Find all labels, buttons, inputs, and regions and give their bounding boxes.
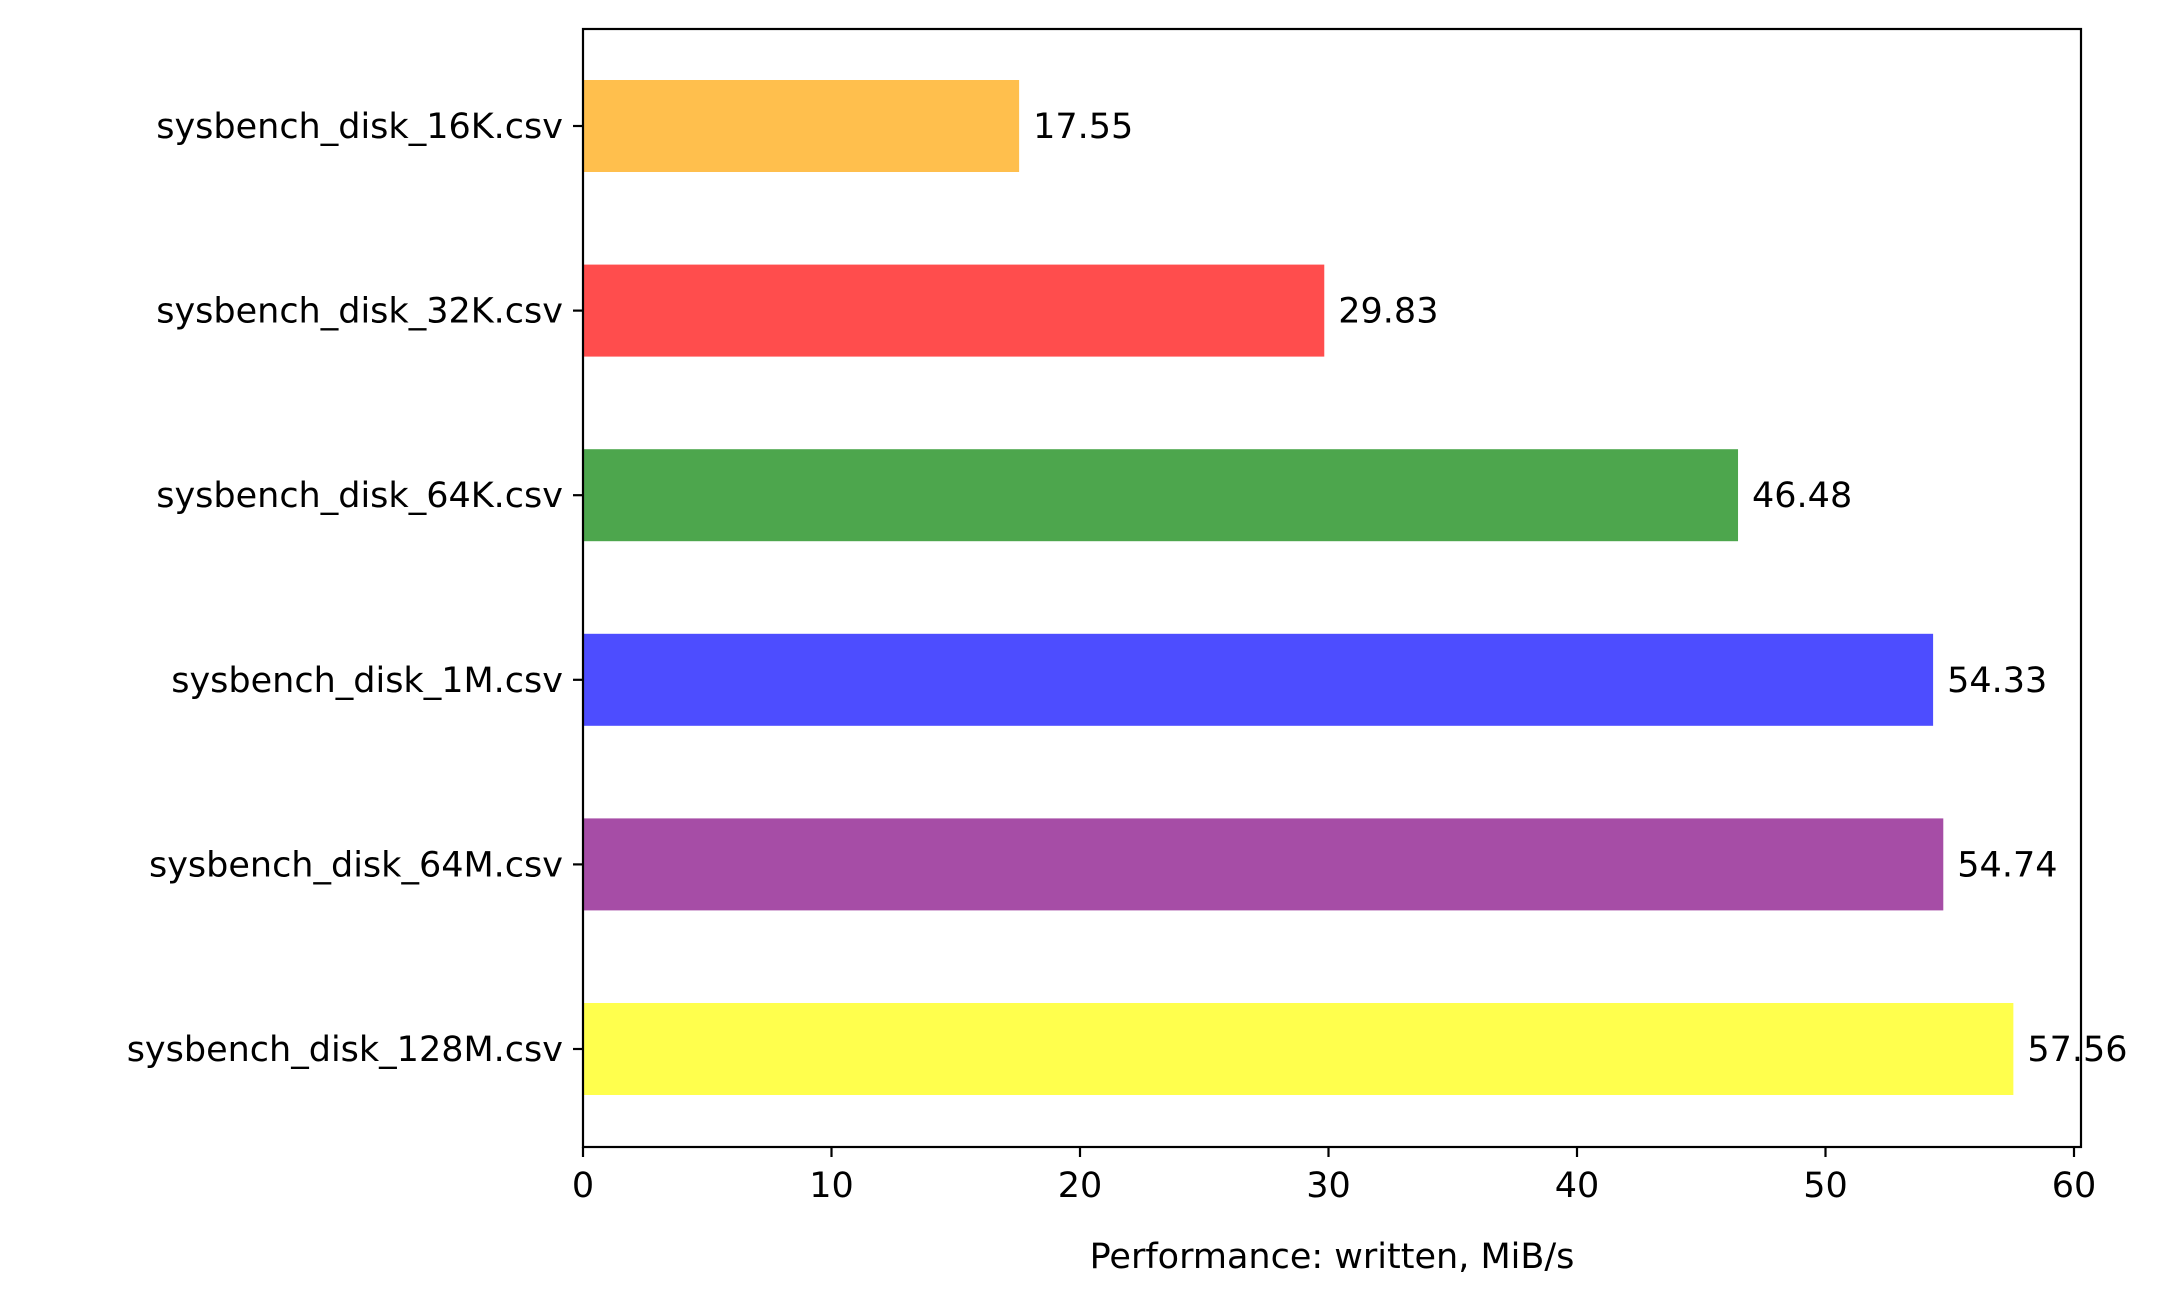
bar-value-label-1: 29.83 bbox=[1338, 292, 1438, 332]
y-tick-label-4: sysbench_disk_64M.csv bbox=[149, 845, 563, 885]
bar-value-label-5: 57.56 bbox=[2027, 1030, 2127, 1070]
x-tick-label-6: 60 bbox=[2052, 1166, 2097, 1206]
y-tick-label-0: sysbench_disk_16K.csv bbox=[156, 107, 563, 147]
plot-frame bbox=[581, 27, 2083, 1149]
bar-5 bbox=[583, 1003, 2014, 1095]
x-tick-label-5: 50 bbox=[1803, 1166, 1848, 1206]
bar-0 bbox=[583, 80, 1020, 172]
x-tick-label-2: 20 bbox=[1058, 1166, 1103, 1206]
y-tick-label-1: sysbench_disk_32K.csv bbox=[156, 292, 563, 332]
value-labels-group: 17.55 29.83 46.48 54.33 54.74 57.56 bbox=[1033, 107, 2127, 1070]
x-tick-label-4: 40 bbox=[1555, 1166, 1600, 1206]
x-tick-label-3: 30 bbox=[1306, 1166, 1351, 1206]
bar-value-label-0: 17.55 bbox=[1033, 107, 1133, 147]
bar-2 bbox=[583, 449, 1739, 542]
x-tick-label-1: 10 bbox=[809, 1166, 854, 1206]
bar-1 bbox=[583, 264, 1325, 357]
bar-3 bbox=[583, 633, 1934, 726]
x-axis: 0 10 20 30 40 50 60 bbox=[572, 1147, 2096, 1206]
y-tick-label-5: sysbench_disk_128M.csv bbox=[127, 1030, 563, 1070]
bar-value-label-2: 46.48 bbox=[1752, 476, 1852, 516]
bar-value-label-4: 54.74 bbox=[1957, 845, 2057, 885]
x-axis-title: Performance: written, MiB/s bbox=[1090, 1237, 1575, 1277]
y-axis: sysbench_disk_16K.csv sysbench_disk_32K.c… bbox=[127, 107, 583, 1070]
y-tick-label-3: sysbench_disk_1M.csv bbox=[171, 661, 563, 701]
bars-group bbox=[583, 80, 2014, 1095]
bar-4 bbox=[583, 818, 1944, 911]
x-tick-label-0: 0 bbox=[572, 1166, 594, 1206]
bar-value-label-3: 54.33 bbox=[1947, 661, 2047, 701]
y-tick-label-2: sysbench_disk_64K.csv bbox=[156, 476, 563, 516]
